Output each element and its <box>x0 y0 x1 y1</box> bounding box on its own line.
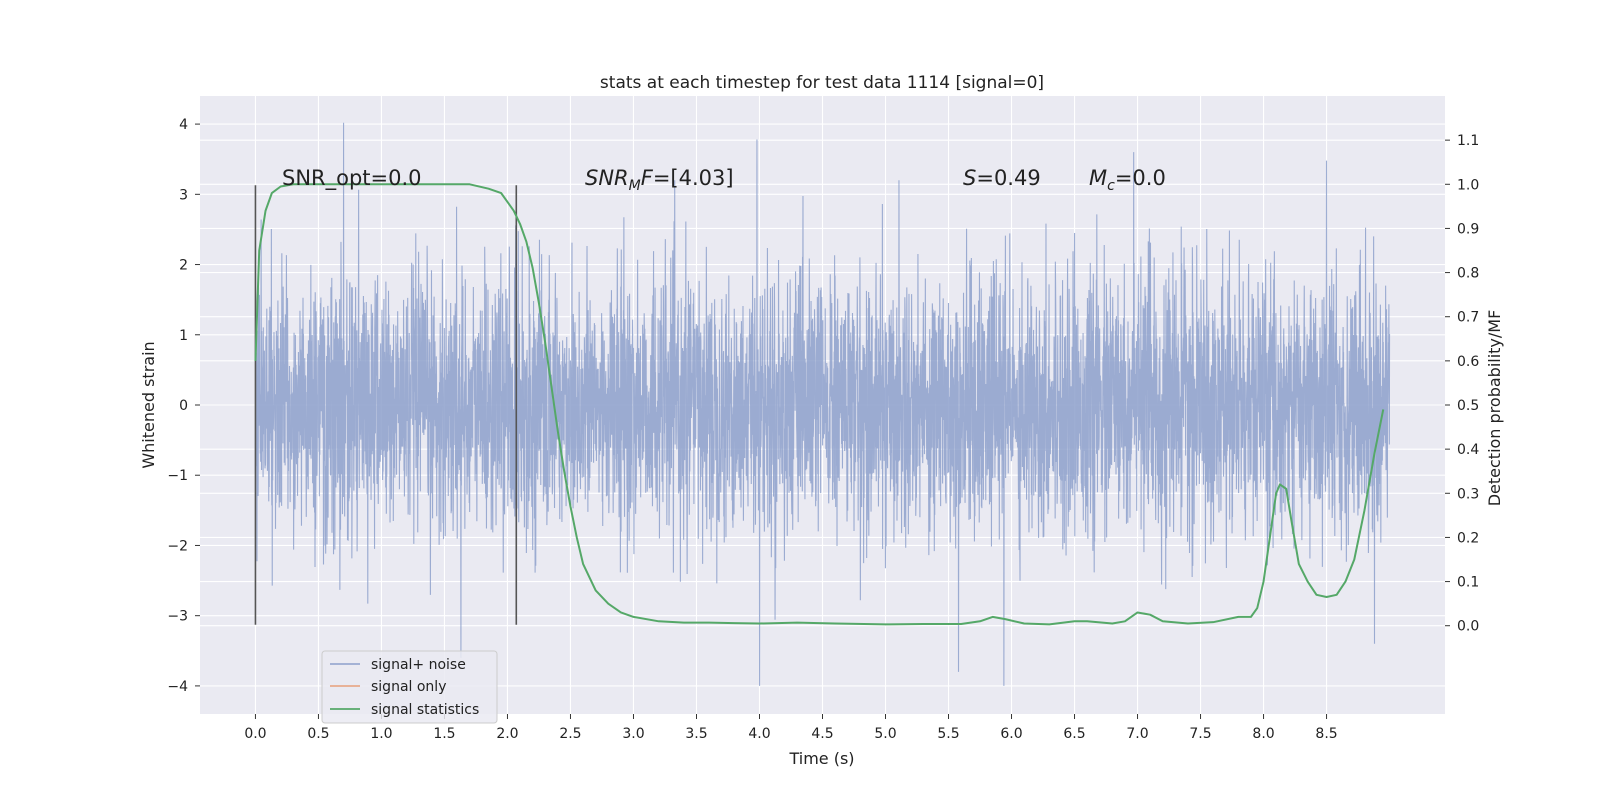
x-tick-label: 2.5 <box>559 726 581 742</box>
y-left-tick-label: 2 <box>179 258 188 274</box>
y-right-tick-label: 0.8 <box>1457 266 1479 282</box>
x-tick-label: 6.5 <box>1063 726 1085 742</box>
y-right-tick-label: 0.9 <box>1457 221 1479 237</box>
x-tick-label: 7.5 <box>1189 726 1211 742</box>
x-tick-label: 4.0 <box>748 726 770 742</box>
annotation-s-value: =0.49 <box>976 166 1040 190</box>
axes: 0.0 0.5 1.0 1.5 2.0 2.5 3.0 3.5 4.0 4.5 5.0 5.5 6.0 6… <box>167 117 1479 742</box>
annotation-snr-opt: SNR_opt=0.0 <box>282 166 422 191</box>
x-tick-label: 2.0 <box>496 726 518 742</box>
x-tick-label: 8.5 <box>1315 726 1337 742</box>
y-axis-label-left: Whitened strain <box>139 341 158 468</box>
signal-statistics-series <box>254 183 1385 626</box>
y-left-tick-label: −2 <box>167 538 188 554</box>
x-tick-label: 3.0 <box>622 726 644 742</box>
x-tick-label: 5.0 <box>874 726 896 742</box>
annotation-mc-value: =0.0 <box>1115 166 1166 190</box>
x-tick-label: 5.5 <box>937 726 959 742</box>
x-tick-label: 6.0 <box>1000 726 1022 742</box>
y-right-tick-label: 0.3 <box>1457 486 1479 502</box>
y-right-tick-label: 0.2 <box>1457 530 1479 546</box>
y-left-tick-label: 1 <box>179 328 188 344</box>
y-right-tick-label: 0.1 <box>1457 575 1479 591</box>
x-tick-label: 1.5 <box>433 726 455 742</box>
annotation-snr-mf: SNRMF=[4.03] <box>585 166 734 194</box>
y-right-tick-label: 0.0 <box>1457 619 1479 635</box>
y-left-tick-label: −3 <box>167 609 188 625</box>
annotation-s-symbol: S <box>963 166 976 190</box>
x-tick-label: 0.0 <box>244 726 266 742</box>
y-right-tick-label: 1.0 <box>1457 177 1479 193</box>
annotation-snr-mf-base: SNR <box>585 166 629 190</box>
x-tick-label: 8.0 <box>1252 726 1274 742</box>
y-right-tick-label: 1.1 <box>1457 133 1479 149</box>
annotations: SNR_opt=0.0 SNRMF=[4.03] S=0.49 Mc=0.0 <box>282 166 1166 194</box>
x-tick-label: 4.5 <box>811 726 833 742</box>
legend-label-signal-only: signal only <box>371 679 446 695</box>
y-right-tick-label: 0.6 <box>1457 354 1479 370</box>
annotation-mc-symbol: M <box>1089 166 1107 190</box>
annotation-snr-mf-sub: M <box>629 178 641 194</box>
x-axis-label: Time (s) <box>788 749 854 768</box>
x-tick-label: 7.0 <box>1126 726 1148 742</box>
x-tick-label: 3.5 <box>685 726 707 742</box>
legend-label-signal-noise: signal+ noise <box>371 657 466 673</box>
annotation-snr-mf-rest: =[4.03] <box>653 166 734 190</box>
chart-title: stats at each timestep for test data 111… <box>600 73 1044 93</box>
y-right-tick-label: 0.5 <box>1457 398 1479 414</box>
annotation-snr-mf-rest-f: F <box>641 166 654 190</box>
y-left-tick-label: −4 <box>167 679 188 695</box>
legend: signal+ noise signal only signal statist… <box>321 650 498 724</box>
y-left-tick-label: 4 <box>179 117 188 133</box>
y-axis-label-right: Detection probability/MF <box>1485 310 1504 507</box>
legend-label-signal-statistics: signal statistics <box>371 702 479 718</box>
y-right-tick-label: 0.4 <box>1457 442 1479 458</box>
annotation-mc-sub: c <box>1107 178 1115 194</box>
y-left-tick-label: 3 <box>179 187 188 203</box>
vertical-markers <box>254 185 518 625</box>
signal-statistics-line <box>254 183 1385 626</box>
x-tick-label: 0.5 <box>307 726 329 742</box>
annotation-s: S=0.49 <box>963 166 1041 190</box>
y-left-tick-label: 0 <box>179 398 188 414</box>
x-tick-label: 1.0 <box>370 726 392 742</box>
signal-noise-line <box>254 122 1391 686</box>
legend-box <box>321 650 498 724</box>
signal-noise-series <box>254 122 1391 686</box>
y-right-tick-label: 0.7 <box>1457 310 1479 326</box>
y-left-tick-label: −1 <box>167 468 188 484</box>
annotation-mc: Mc=0.0 <box>1089 166 1166 194</box>
